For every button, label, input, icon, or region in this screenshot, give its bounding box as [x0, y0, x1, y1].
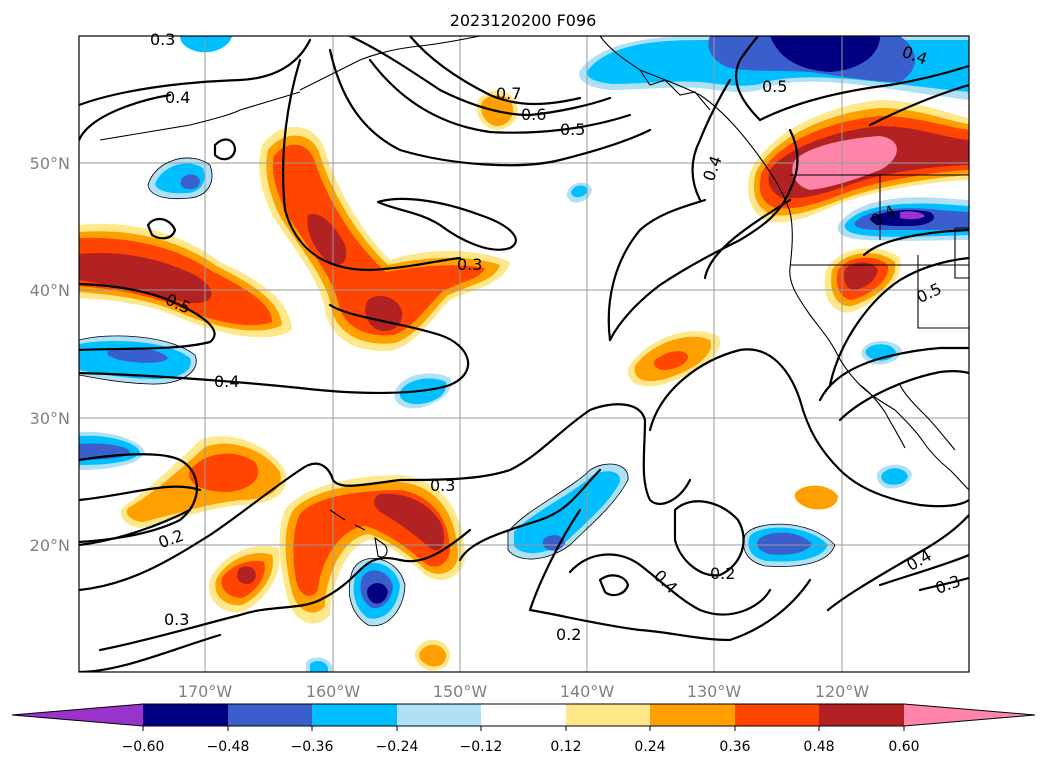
lon-label: 120°W: [815, 682, 870, 701]
colorbar-bin: [819, 704, 904, 726]
contour-label: 0.3: [430, 476, 455, 495]
colorbar-under-arrow: [12, 704, 143, 726]
contour-label: 0.3: [150, 30, 175, 49]
lon-label: 160°W: [306, 682, 361, 701]
lon-label: 150°W: [433, 682, 488, 701]
lat-label: 50°N: [30, 154, 70, 173]
contour-label: 0.4: [903, 546, 935, 575]
contour-label: 0.2: [710, 564, 735, 583]
map-frame: [78, 35, 970, 673]
shading-outlines: [79, 157, 836, 627]
colorbar-tick-label: −0.48: [207, 739, 250, 755]
colorbar-tick-label: −0.36: [291, 739, 334, 755]
contour-label: 0.3: [164, 610, 189, 629]
lat-label: 40°N: [30, 281, 70, 300]
colorbar-over-arrow: [904, 704, 1035, 726]
colorbar-bin: [650, 704, 735, 726]
contour-label: 0.4: [650, 566, 681, 597]
colorbar-tick-label: 0.60: [888, 739, 919, 755]
colorbar-bin: [312, 704, 397, 726]
contour-lines: [79, 36, 969, 672]
lat-label: 20°N: [30, 536, 70, 555]
contour-label: 0.4: [214, 372, 239, 391]
colorbar-tick-label: 0.48: [803, 739, 834, 755]
contour-label: 0.3: [933, 571, 963, 598]
contour-label: 0.2: [156, 526, 186, 553]
lon-label: 130°W: [687, 682, 742, 701]
contour-label: 0.4: [165, 88, 190, 107]
colorbar-ticks: [142, 726, 905, 731]
latitude-labels: 50°N 40°N 30°N 20°N: [30, 154, 70, 555]
colorbar: −0.60 −0.48 −0.36 −0.24 −0.12 0.12 0.24 …: [11, 703, 1036, 755]
coastlines: [99, 36, 969, 558]
contour-label: 0.7: [496, 84, 521, 103]
colorbar-bin: [735, 704, 819, 726]
contour-label: 0.5: [762, 77, 787, 96]
map-title: 2023120200 F096: [450, 11, 597, 30]
colorbar-bin: [143, 704, 228, 726]
contour-label: 0.4: [699, 153, 726, 183]
contour-label: 0.6: [521, 105, 546, 124]
colorbar-bin: [228, 704, 312, 726]
colorbar-tick-label: −0.60: [122, 739, 165, 755]
colorbar-tick-label: 0.12: [550, 739, 581, 755]
lon-label: 170°W: [178, 682, 233, 701]
lon-label: 140°W: [560, 682, 615, 701]
contour-label: 0.5: [560, 120, 585, 139]
lat-label: 30°N: [30, 409, 70, 428]
colorbar-bin: [397, 704, 481, 726]
graticule: [79, 36, 969, 672]
colorbar-tick-label: −0.12: [460, 739, 503, 755]
colorbar-bin: [481, 704, 566, 726]
contour-label: 0.2: [556, 625, 581, 644]
colorbar-tick-label: −0.24: [376, 739, 419, 755]
filled-anomaly-field: [79, 36, 969, 672]
colorbar-bin: [566, 704, 650, 726]
contour-label: 0.3: [457, 255, 482, 274]
colorbar-tick-label: 0.24: [634, 739, 665, 755]
longitude-labels: 170°W 160°W 150°W 140°W 130°W 120°W: [178, 682, 870, 701]
colorbar-tick-label: 0.36: [719, 739, 750, 755]
